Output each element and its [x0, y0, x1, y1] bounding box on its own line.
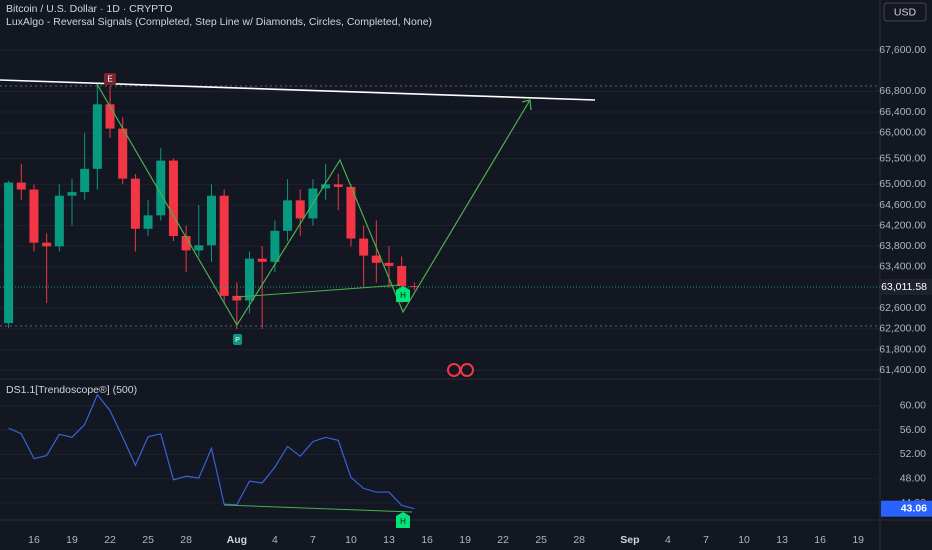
candle-body [80, 168, 90, 193]
marker-h [396, 512, 410, 528]
candle-body [283, 200, 293, 231]
candle-body [384, 262, 394, 266]
x-tick-label: 7 [703, 534, 709, 546]
marker-label: H [400, 291, 406, 300]
y-tick-label: 63,800.00 [879, 240, 926, 252]
y-tick-label: 65,000.00 [879, 178, 926, 190]
y-tick-label: 62,600.00 [879, 302, 926, 314]
marker-h [396, 286, 410, 302]
x-tick-label: 4 [272, 534, 278, 546]
currency-button[interactable] [883, 2, 927, 22]
y-tick-label: 64,200.00 [879, 219, 926, 231]
candle-body [333, 184, 343, 187]
y-tick-label: 66,800.00 [879, 85, 926, 97]
candle-body [371, 255, 381, 263]
candle-body [54, 195, 64, 247]
candle-body [4, 182, 14, 324]
y-tick-label: 48.00 [900, 472, 926, 484]
zigzag [96, 83, 531, 327]
arrow-head [521, 99, 532, 111]
x-tick-label: 25 [535, 534, 547, 546]
x-tick-label: 16 [421, 534, 433, 546]
candle-body [232, 295, 242, 301]
price-label: 63,011.58 [881, 281, 927, 293]
y-tick-label: 60.00 [900, 400, 926, 412]
y-tick-label: 52.00 [900, 448, 926, 460]
marker-e [104, 73, 116, 85]
candle-body [295, 200, 305, 219]
candle-body [168, 160, 178, 236]
event-icon[interactable] [447, 363, 461, 377]
currency-label[interactable]: USD [894, 6, 917, 18]
y-tick-label: 66,000.00 [879, 126, 926, 138]
candle-body [245, 258, 255, 301]
candle-body [118, 128, 128, 179]
y-tick-label: 64,600.00 [879, 199, 926, 211]
x-tick-label: 22 [497, 534, 509, 546]
candle-body [29, 189, 39, 243]
candle-body [206, 195, 216, 246]
marker-label: H [400, 517, 406, 526]
x-tick-label: 13 [383, 534, 395, 546]
x-tick-label: Sep [620, 534, 639, 546]
y-tick-label: 56.00 [900, 424, 926, 436]
candle-body [219, 195, 229, 296]
candle-body [257, 258, 267, 262]
candle-body [194, 245, 204, 251]
trend-line [0, 79, 596, 101]
candle-body [67, 192, 77, 196]
candle-body [143, 215, 153, 229]
x-tick-label: 16 [28, 534, 40, 546]
value-label: 43.06 [901, 502, 927, 514]
candle-body [16, 182, 26, 190]
marker-label: E [107, 75, 112, 84]
indicator-title: DS1.1[Trendoscope®] (500) [6, 384, 137, 396]
x-tick-label: 10 [738, 534, 750, 546]
candle-body [397, 265, 407, 287]
x-tick-label: 19 [459, 534, 471, 546]
value-badge [881, 500, 932, 517]
indicator-line [8, 393, 415, 510]
symbol-title: Bitcoin / U.S. Dollar · 1D · CRYPTO [6, 3, 173, 15]
divergence-line [236, 284, 401, 298]
x-tick-label: 7 [310, 534, 316, 546]
candle-body [130, 178, 140, 229]
y-tick-label: 63,400.00 [879, 261, 926, 273]
candle-body [92, 104, 102, 169]
y-tick-label: 66,400.00 [879, 106, 926, 118]
x-tick-label: 19 [66, 534, 78, 546]
plot [0, 49, 880, 510]
candle-body [42, 242, 52, 247]
candle-body [321, 184, 331, 189]
y-tick-label: 67,600.00 [879, 44, 926, 56]
indicator-title: LuxAlgo - Reversal Signals (Completed, S… [6, 16, 432, 28]
marker-label: P [235, 337, 240, 344]
divergence-line [223, 504, 413, 513]
x-tick-label: Aug [227, 534, 247, 546]
candle-body [359, 238, 369, 256]
x-tick-label: 28 [573, 534, 585, 546]
x-tick-label: 10 [345, 534, 357, 546]
y-tick-label: 61,400.00 [879, 364, 926, 376]
candle-body [156, 160, 166, 216]
y-tick-label: 61,800.00 [879, 343, 926, 355]
x-tick-label: 25 [142, 534, 154, 546]
candle-body [270, 230, 280, 262]
y-tick-label: 62,200.00 [879, 323, 926, 335]
candle-body [105, 104, 115, 129]
x-tick-label: 16 [814, 534, 826, 546]
x-tick-label: 19 [852, 534, 864, 546]
x-tick-label: 28 [180, 534, 192, 546]
event-icon[interactable] [460, 363, 474, 377]
x-tick-label: 4 [665, 534, 671, 546]
price-badge [881, 279, 932, 296]
candle-body [181, 235, 191, 251]
x-tick-label: 22 [104, 534, 116, 546]
candle-body [346, 186, 356, 239]
x-tick-label: 13 [776, 534, 788, 546]
marker-p [233, 334, 242, 345]
y-tick-label: 65,500.00 [879, 152, 926, 164]
